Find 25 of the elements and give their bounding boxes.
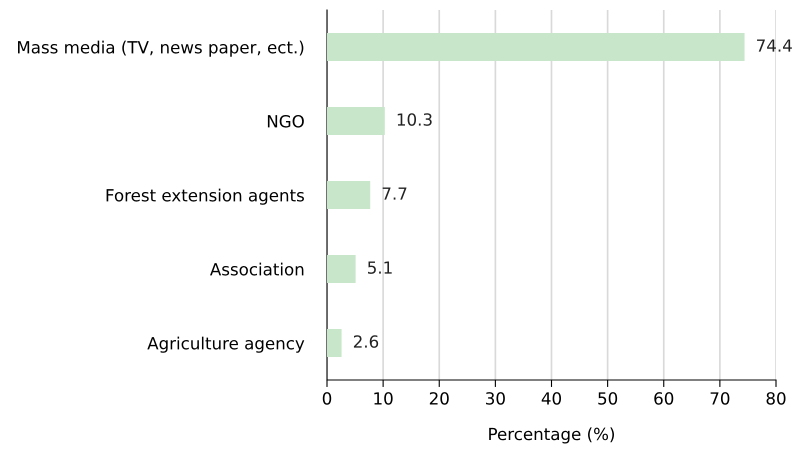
x-tick-label: 40 (542, 392, 561, 405)
y-tick-label: Mass media (TV, news paper, ect.) (18, 40, 304, 57)
x-tick-label: 0 (322, 392, 332, 405)
data-label: 10.3 (398, 113, 432, 126)
bar (327, 328, 342, 358)
bar (327, 32, 745, 62)
data-label: 7.7 (382, 187, 406, 200)
x-tick-label: 50 (598, 392, 618, 405)
x-tick-label: 10 (374, 392, 393, 405)
y-tick-label: Forest extension agents (106, 188, 304, 205)
y-tick-label: NGO (268, 114, 304, 128)
x-tick-label: 30 (486, 392, 505, 405)
data-label: 5.1 (368, 261, 392, 274)
x-tick-label: 70 (710, 392, 730, 405)
bar (327, 254, 356, 284)
y-tick-label: Agriculture agency (147, 336, 304, 353)
x-tick-label: 20 (430, 392, 449, 405)
data-label: 74.4 (757, 39, 792, 52)
x-tick-label: 60 (654, 392, 674, 405)
bar (327, 180, 370, 210)
x-tick-label: 80 (766, 392, 786, 405)
x-axis-title: Percentage (%) (489, 427, 614, 444)
data-label: 2.6 (354, 335, 378, 348)
bar (327, 106, 385, 136)
y-tick-label: Association (210, 262, 304, 276)
